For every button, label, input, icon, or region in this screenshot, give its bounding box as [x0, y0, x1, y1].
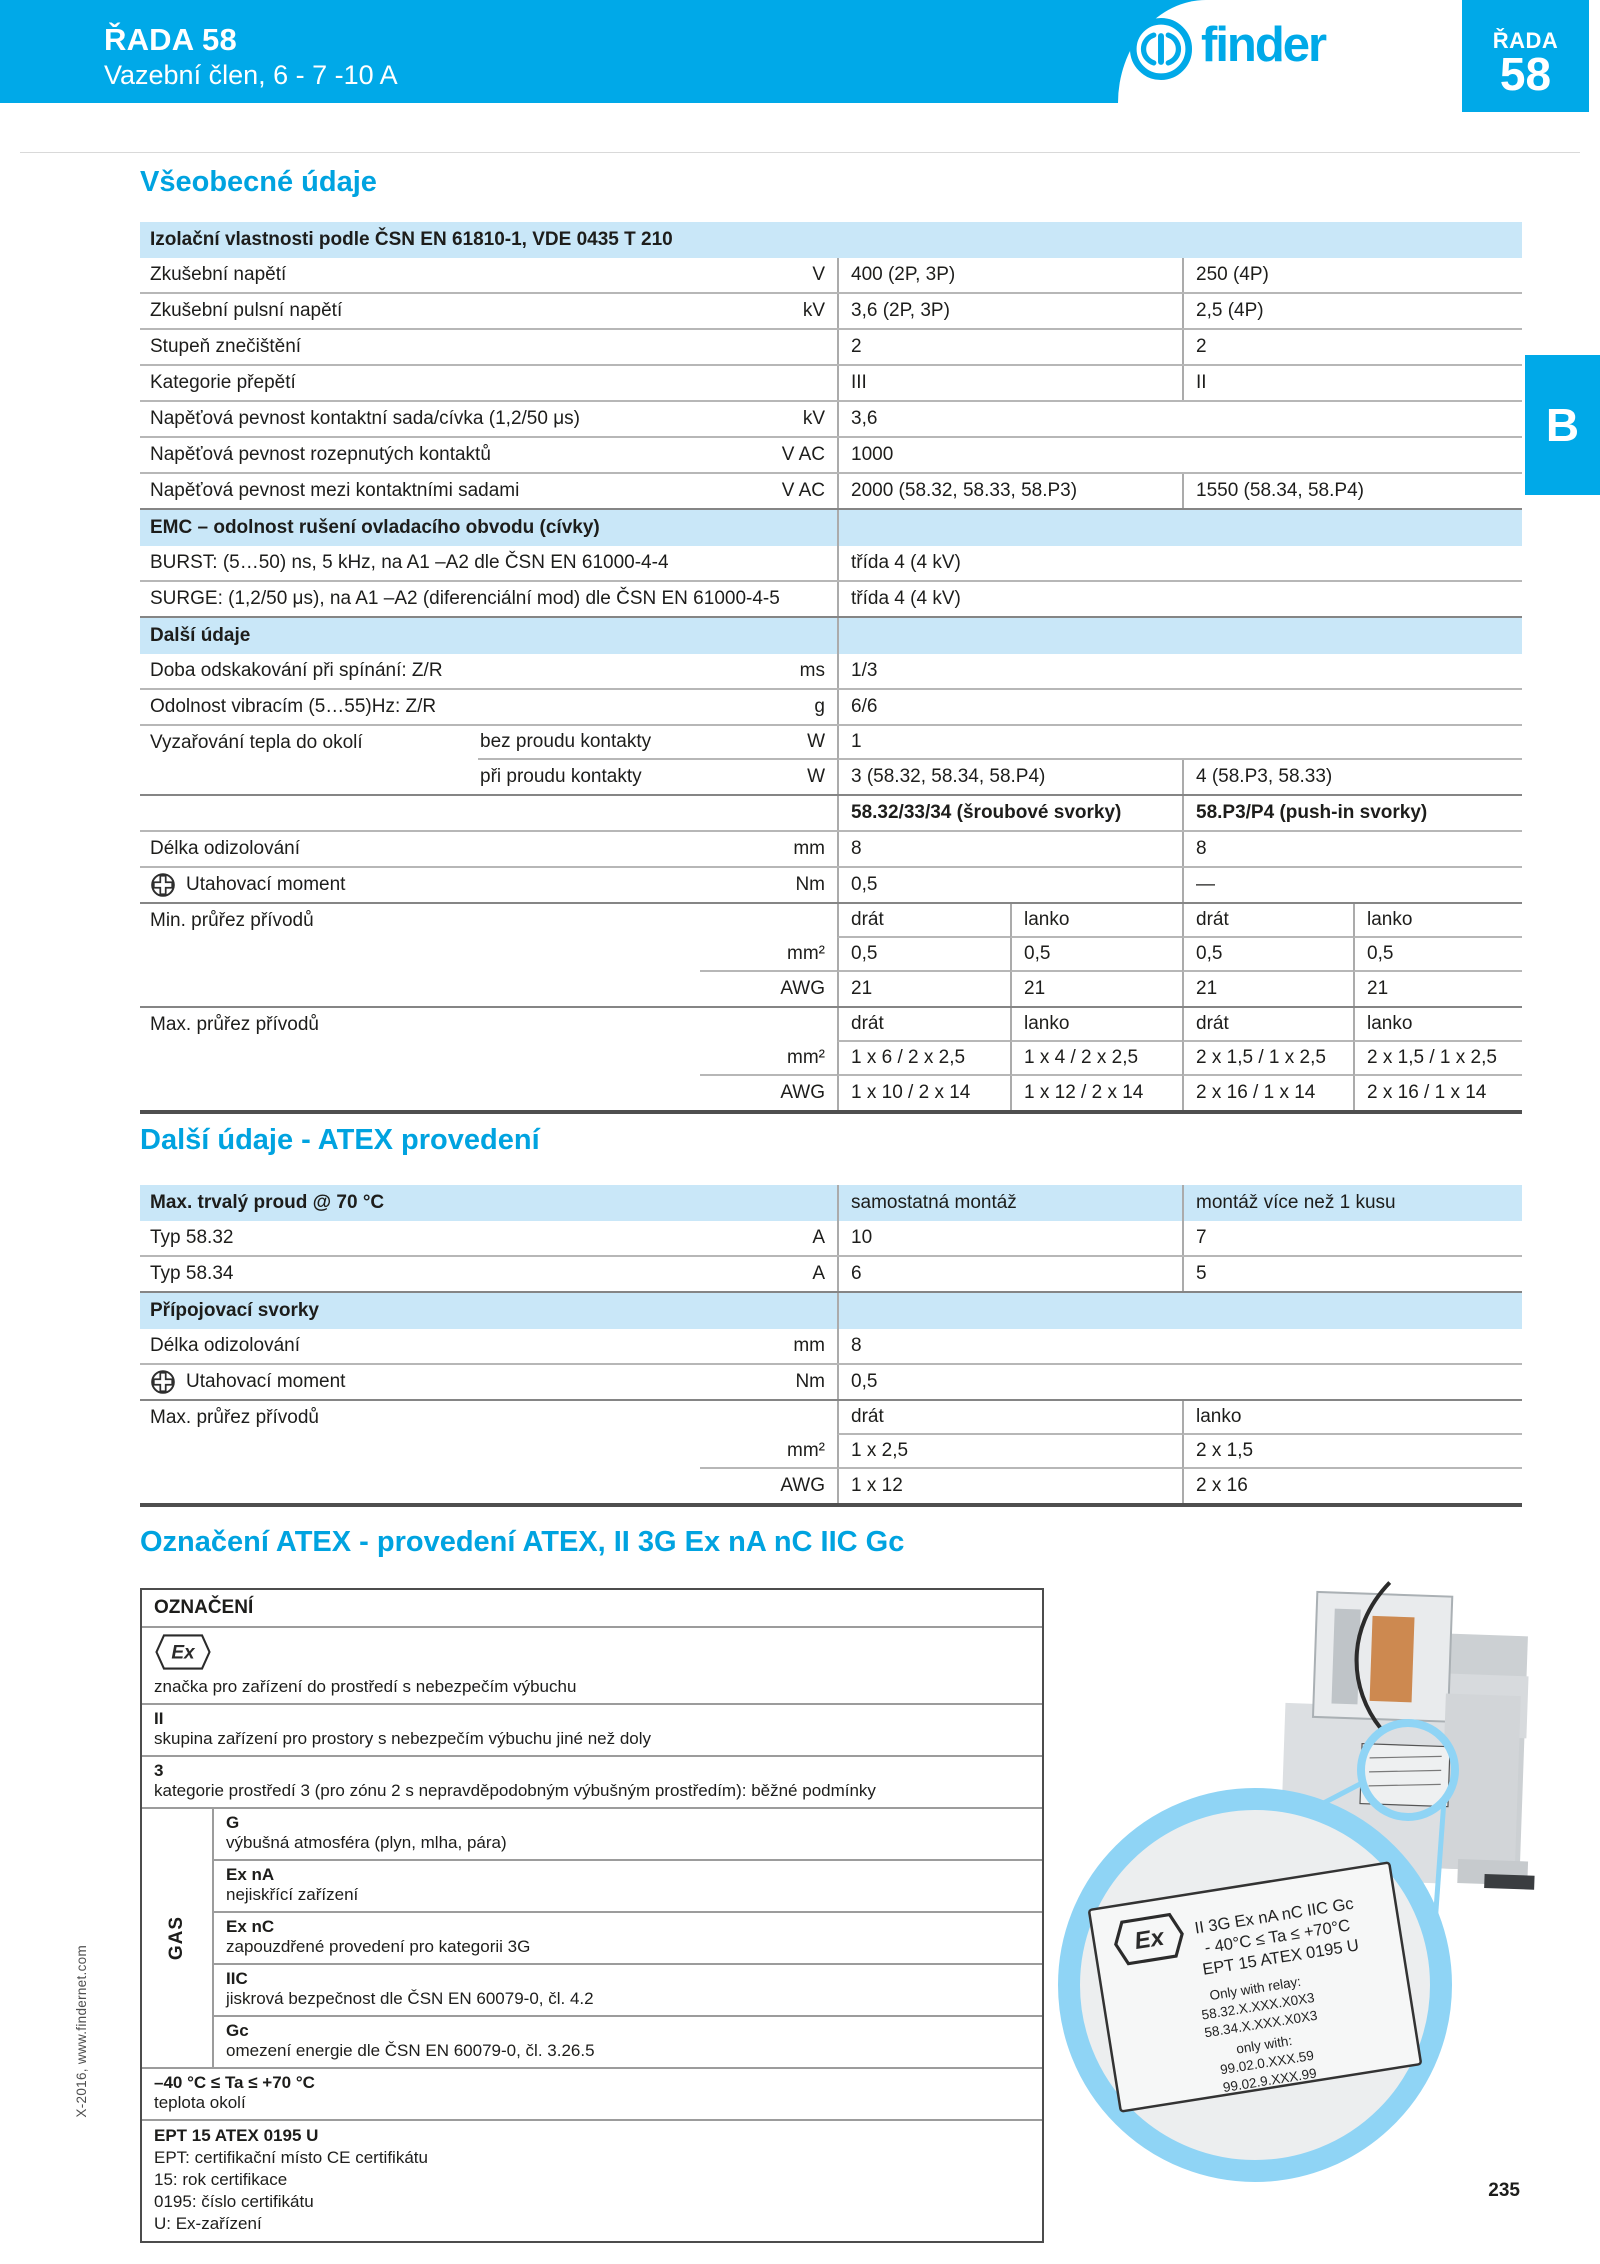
marking-row-certificate: EPT 15 ATEX 0195 U EPT: certifikační mís…	[154, 2126, 428, 2233]
spec-row: Zkušební pulsní napětí kV 3,6 (2P, 3P) 2…	[140, 294, 1522, 330]
table-section-header: EMC – odolnost rušení ovladacího obvodu …	[140, 510, 1522, 546]
screw-icon	[150, 1369, 176, 1395]
ex-hexagon-icon: Ex	[155, 1634, 211, 1670]
corner-series-box: ŘADA 58	[1462, 0, 1589, 112]
spec-row: Stupeň znečištění 2 2	[140, 330, 1522, 366]
svg-text:Ex: Ex	[171, 1643, 196, 1664]
spec-row: mm² 0,5 0,5 0,5 0,5	[140, 938, 1522, 972]
header-rule	[20, 152, 1580, 153]
spec-row: AWG 21 21 21 21	[140, 972, 1522, 1008]
marking-row: Ex nC zapouzdřené provedení pro kategori…	[214, 1913, 1042, 1965]
spec-table-atex: Max. trvalý proud @ 70 °C samostatná mon…	[140, 1185, 1522, 1507]
marking-row: Gc omezení energie dle ČSN EN 60079-0, č…	[226, 2021, 595, 2060]
table-section-header: Přípojovací svorky	[140, 1293, 1522, 1329]
marking-row: 3 kategorie prostředí 3 (pro zónu 2 s ne…	[142, 1757, 1042, 1809]
finder-logo-icon	[1129, 17, 1193, 81]
screw-icon	[150, 872, 176, 898]
spec-row: Utahovací moment Nm 0,5	[140, 1365, 1522, 1401]
atex-marking-table: OZNAČENÍ Ex značka pro zařízení do prost…	[140, 1588, 1044, 2243]
gas-group: GAS G výbušná atmosféra (plyn, mlha, pár…	[142, 1809, 1042, 2069]
spec-row: BURST: (5…50) ns, 5 kHz, na A1 –A2 dle Č…	[140, 546, 1522, 582]
highlight-circle-icon	[1357, 1719, 1459, 1821]
spec-row: Kategorie přepětí III II	[140, 366, 1522, 402]
marking-row-ex: Ex značka pro zařízení do prostředí s ne…	[142, 1628, 1042, 1705]
table-section-header: Další údaje	[140, 618, 1522, 654]
spec-row: Typ 58.34 A 6 5	[140, 1257, 1522, 1293]
spec-row: Odolnost vibracím (5…55)Hz: Z/R g 6/6	[140, 690, 1522, 726]
corner-series-number: 58	[1499, 48, 1552, 100]
spec-row: AWG 1 x 10 / 2 x 14 1 x 12 / 2 x 14 2 x …	[140, 1076, 1522, 1114]
marking-row: Ex nA nejiskřící zařízení	[214, 1861, 1042, 1913]
marking-row: IIC jiskrová bezpečnost dle ČSN EN 60079…	[214, 1965, 1042, 2017]
wire-size-header-row: Min. průřez přívodů drát lanko drát lank…	[140, 904, 1522, 938]
marking-table-header: OZNAČENÍ	[142, 1590, 1042, 1628]
spec-row: Napěťová pevnost kontaktní sada/cívka (1…	[140, 402, 1522, 438]
wire-size-header-row: Max. průřez přívodů drát lanko	[140, 1401, 1522, 1435]
spec-row: Napěťová pevnost rozepnutých kontaktů V …	[140, 438, 1522, 474]
marking-row-temperature: –40 °C ≤ Ta ≤ +70 °C teplota okolí	[142, 2069, 1042, 2121]
finder-wordmark: finder	[1201, 18, 1327, 72]
svg-text:Ex: Ex	[1133, 1924, 1168, 1956]
series-title: ŘADA 58	[104, 22, 237, 57]
spec-row: Utahovací moment Nm 0,5 —	[140, 868, 1522, 904]
gas-vertical-label: GAS	[142, 1809, 214, 2067]
spec-row: mm² 1 x 2,5 2 x 1,5	[140, 1435, 1522, 1469]
spec-row: SURGE: (1,2/50 μs), na A1 –A2 (diferenci…	[140, 582, 1522, 618]
page-number: 235	[1488, 2180, 1520, 2201]
section-title-oznaceni: Označení ATEX - provedení ATEX, II 3G Ex…	[140, 1526, 905, 1558]
spec-row: AWG 1 x 12 2 x 16	[140, 1469, 1522, 1507]
spec-row: při proudu kontakty W 3 (58.32, 58.34, 5…	[140, 760, 1522, 796]
spec-table-general: Izolační vlastnosti podle ČSN EN 61810-1…	[140, 222, 1522, 1114]
spec-row: Zkušební napětí V 400 (2P, 3P) 250 (4P)	[140, 258, 1522, 294]
edition-vertical-note: X-2016, www.findernet.com	[74, 1945, 89, 2118]
corner-series-label: ŘADA	[1492, 28, 1559, 53]
finder-logo: finder	[1128, 16, 1327, 82]
wire-size-header-row: Max. průřez přívodů drát lanko drát lank…	[140, 1008, 1522, 1042]
spec-row: Vyzařování tepla do okolí bez proudu kon…	[140, 726, 1522, 760]
spec-row: Délka odizolování mm 8	[140, 1329, 1522, 1365]
spec-row: Doba odskakování při spínání: Z/R ms 1/3	[140, 654, 1522, 690]
relay-label-figure: Ex II 3G Ex nA nC IIC Gc - 40°C ≤ Ta ≤ +…	[1058, 1581, 1535, 2182]
terminal-type-header-row: 58.32/33/34 (šroubové svorky) 58.P3/P4 (…	[140, 796, 1522, 832]
relay-small-label	[1359, 1742, 1451, 1808]
magnified-label: Ex II 3G Ex nA nC IIC Gc - 40°C ≤ Ta ≤ +…	[1088, 1861, 1422, 2113]
ex-hexagon-icon: Ex	[1114, 1912, 1184, 1966]
section-title-atex: Další údaje - ATEX provedení	[140, 1124, 540, 1156]
spec-row: mm² 1 x 6 / 2 x 2,5 1 x 4 / 2 x 2,5 2 x …	[140, 1042, 1522, 1076]
spec-row: Napěťová pevnost mezi kontaktními sadami…	[140, 474, 1522, 510]
table-section-header: Izolační vlastnosti podle ČSN EN 61810-1…	[140, 222, 1522, 258]
side-tab-b: B	[1525, 355, 1600, 495]
marking-row: G výbušná atmosféra (plyn, mlha, pára)	[214, 1809, 1042, 1861]
marking-row: II skupina zařízení pro prostory s nebez…	[142, 1705, 1042, 1757]
series-subtitle: Vazební člen, 6 - 7 -10 A	[104, 60, 398, 90]
spec-row: Délka odizolování mm 8 8	[140, 832, 1522, 868]
table-section-header: Max. trvalý proud @ 70 °C samostatná mon…	[140, 1185, 1522, 1221]
spec-row: Typ 58.32 A 10 7	[140, 1221, 1522, 1257]
section-title-general: Všeobecné údaje	[140, 166, 377, 198]
